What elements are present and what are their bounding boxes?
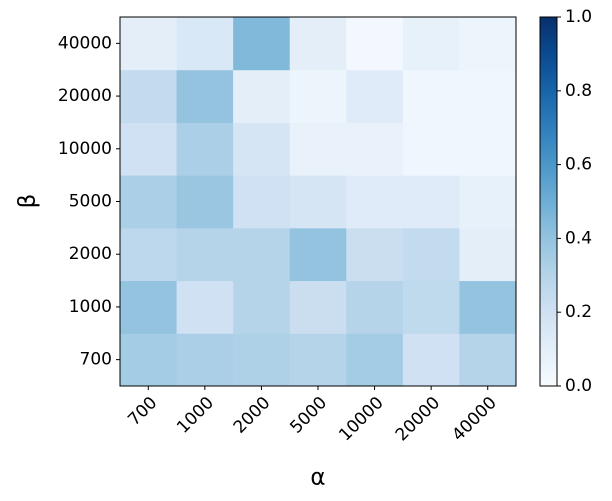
heatmap-cell xyxy=(233,333,291,387)
heatmap-cell xyxy=(346,280,404,334)
heatmap-cell xyxy=(120,333,178,387)
y-tick-label: 10000 xyxy=(58,139,112,159)
heatmap-cell xyxy=(176,69,234,123)
heatmap-cell xyxy=(233,69,291,123)
heatmap-cell xyxy=(289,227,347,282)
heatmap-cell xyxy=(176,227,234,282)
x-tick-label: 700 xyxy=(124,393,161,430)
heatmap-cell xyxy=(402,175,460,229)
x-tick-label: 40000 xyxy=(448,393,500,445)
heatmap-cell xyxy=(120,17,178,71)
heatmap-cell xyxy=(176,17,234,71)
heatmap-cell xyxy=(176,175,234,229)
colorbar-tick-label: 1.0 xyxy=(565,7,592,27)
heatmap-cell xyxy=(459,333,517,387)
heatmap-cell xyxy=(120,175,178,229)
heatmap-cell xyxy=(346,227,404,282)
heatmap-cell xyxy=(289,280,347,334)
x-tick-label: 2000 xyxy=(230,393,275,438)
y-tick-label: 2000 xyxy=(69,244,112,264)
heatmap-cell xyxy=(459,227,517,282)
x-tick-label: 5000 xyxy=(286,393,331,438)
y-tick-label: 40000 xyxy=(58,33,112,53)
heatmap-cell xyxy=(176,280,234,334)
colorbar-tick-label: 0.4 xyxy=(565,228,592,248)
heatmap-cell xyxy=(402,122,460,176)
heatmap-cell xyxy=(176,333,234,387)
colorbar-tick-label: 0.2 xyxy=(565,302,592,322)
y-axis-label: β xyxy=(15,194,41,209)
heatmap-cell xyxy=(459,175,517,229)
heatmap-cell xyxy=(402,280,460,334)
heatmap-cell xyxy=(459,280,517,334)
heatmap-cell xyxy=(289,122,347,176)
heatmap-cell xyxy=(346,122,404,176)
colorbar xyxy=(539,16,558,387)
heatmap-cell xyxy=(120,69,178,123)
heatmap-cell xyxy=(176,122,234,176)
heatmap-cell xyxy=(459,122,517,176)
heatmap-cell xyxy=(233,280,291,334)
heatmap-cell xyxy=(233,227,291,282)
y-tick-label: 700 xyxy=(80,350,112,370)
heatmap-cell xyxy=(346,175,404,229)
heatmap-cell xyxy=(402,227,460,282)
heatmap-cell xyxy=(459,69,517,123)
heatmap-cell xyxy=(120,227,178,282)
colorbar-tick-label: 0.6 xyxy=(565,155,592,175)
heatmap-cell xyxy=(346,333,404,387)
heatmap-cell xyxy=(233,17,291,71)
x-tick-label: 1000 xyxy=(173,393,218,438)
heatmap-cell xyxy=(402,69,460,123)
heatmap-cell xyxy=(346,69,404,123)
y-tick-label: 1000 xyxy=(69,297,112,317)
colorbar-tick-label: 0.8 xyxy=(565,81,592,101)
heatmap-cell xyxy=(289,333,347,387)
x-axis-label: α xyxy=(310,465,325,491)
heatmap-cell xyxy=(289,69,347,123)
y-tick-label: 5000 xyxy=(69,192,112,212)
x-tick-label: 10000 xyxy=(335,393,387,445)
x-tick-label: 20000 xyxy=(392,393,444,445)
heatmap-cell xyxy=(289,17,347,71)
heatmap-cell xyxy=(459,17,517,71)
y-tick-label: 20000 xyxy=(58,86,112,106)
heatmap-cell xyxy=(120,122,178,176)
heatmap-cell xyxy=(402,17,460,71)
heatmap-cell xyxy=(402,333,460,387)
heatmap-cell xyxy=(233,175,291,229)
heatmap-cell xyxy=(233,122,291,176)
colorbar-tick-label: 0.0 xyxy=(565,376,592,396)
heatmap-cell xyxy=(346,17,404,71)
heatmap-cell xyxy=(289,175,347,229)
heatmap-cell xyxy=(120,280,178,334)
